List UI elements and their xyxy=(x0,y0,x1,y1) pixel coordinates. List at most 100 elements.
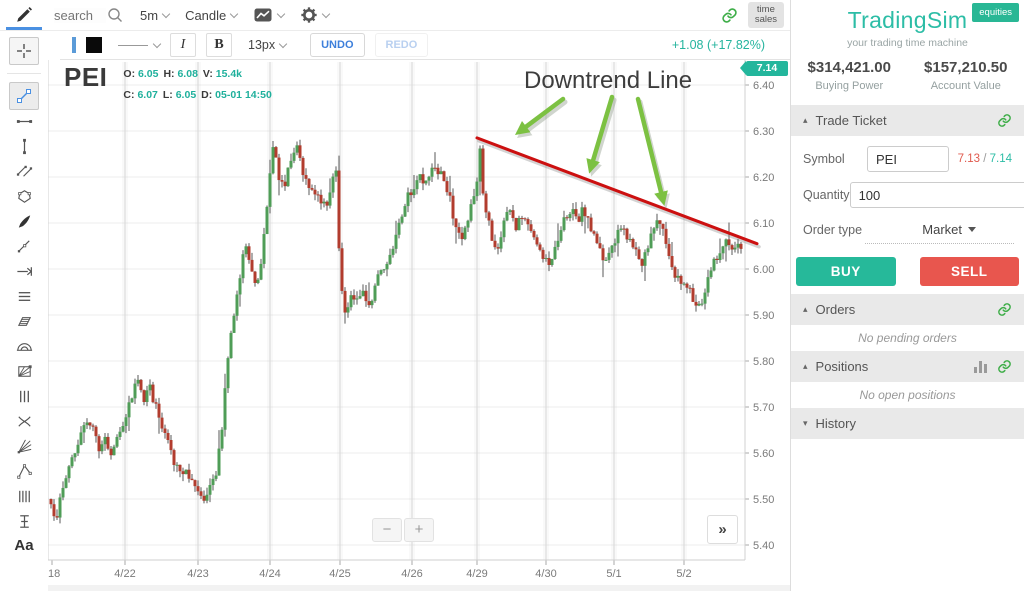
open-label: O: xyxy=(123,68,136,80)
chart-pane: 6.40 6.30 6.20 6.10 6.00 5.90 5.80 5.70 5.60 5.50… xyxy=(0,0,790,591)
format-toolbar: I B 13px UNDO REDO +1.08 (+17.82%) xyxy=(60,31,790,60)
text-tool[interactable]: Aa xyxy=(14,537,34,554)
timeframe-value: 5m xyxy=(140,7,159,23)
price-chart[interactable]: 6.40 6.30 6.20 6.10 6.00 5.90 5.80 5.70 5.60 5.50… xyxy=(0,0,790,591)
svg-text:6.10: 6.10 xyxy=(753,218,774,230)
history-header[interactable]: ▾ History xyxy=(791,408,1024,439)
search-input[interactable] xyxy=(54,7,106,23)
toolbar-right: time sales xyxy=(721,2,790,28)
fib-retracement-tool[interactable] xyxy=(15,310,34,333)
gann-fan-tool[interactable] xyxy=(15,435,34,458)
ray-icon xyxy=(17,240,30,253)
arc-fan-icon xyxy=(16,343,32,351)
expand-panel-button[interactable]: » xyxy=(707,515,738,544)
brand-header: TradingSim your trading time machine xyxy=(791,0,1024,49)
positions-title: Positions xyxy=(815,359,869,374)
chart-type-dropdown[interactable]: Candle xyxy=(185,7,239,23)
arc-fan-tool[interactable] xyxy=(15,335,34,358)
indicators-dropdown[interactable] xyxy=(253,5,286,25)
orders-header[interactable]: ▴ Orders xyxy=(791,294,1024,325)
price-range-tool[interactable] xyxy=(15,510,34,533)
current-price-badge: 7.14 xyxy=(740,61,788,76)
polygon-icon xyxy=(17,190,31,203)
svg-text:4/29: 4/29 xyxy=(466,568,487,580)
time-sales-button[interactable]: time sales xyxy=(747,2,784,28)
draw-tab-button[interactable] xyxy=(0,0,48,30)
parallel-lines-icon xyxy=(16,165,32,177)
redo-button[interactable]: REDO xyxy=(374,33,429,57)
svg-text:5/1: 5/1 xyxy=(606,568,621,580)
date-value: 05-01 14:50 xyxy=(215,89,272,101)
order-type-dropdown[interactable]: Market xyxy=(922,222,976,237)
undo-button[interactable]: UNDO xyxy=(310,33,365,57)
extended-line-icon xyxy=(16,267,32,276)
link-icon[interactable] xyxy=(721,7,738,24)
vertical-segment-tool[interactable] xyxy=(15,135,34,158)
bar-chart-icon[interactable] xyxy=(974,360,987,373)
extended-line-tool[interactable] xyxy=(15,260,34,283)
parallel-lines-tool[interactable] xyxy=(15,160,34,183)
cursor-color-bar xyxy=(72,37,76,53)
svg-text:5/2: 5/2 xyxy=(676,568,691,580)
timeframe-dropdown[interactable]: 5m xyxy=(140,7,171,23)
svg-text:18: 18 xyxy=(48,568,60,580)
vertical-lines-3-icon xyxy=(19,390,29,403)
trend-line-tool[interactable] xyxy=(9,82,39,110)
history-title: History xyxy=(815,416,856,431)
link-icon[interactable] xyxy=(997,359,1012,374)
downtrend-annotation: Downtrend Line xyxy=(524,67,693,94)
settings-dropdown[interactable] xyxy=(300,6,331,24)
gann-fan-icon xyxy=(17,439,31,454)
horizontal-lines-3-tool[interactable] xyxy=(15,285,34,308)
pitchfork-tool[interactable] xyxy=(15,460,34,483)
horizontal-segment-tool[interactable] xyxy=(15,110,34,133)
account-value-value: $157,210.50 xyxy=(924,59,1008,76)
vertical-lines-4-tool[interactable] xyxy=(15,485,34,508)
italic-button[interactable]: I xyxy=(170,33,196,57)
quantity-input[interactable] xyxy=(849,182,1024,208)
search-box[interactable] xyxy=(54,6,124,24)
low-value: 6.05 xyxy=(175,89,197,101)
brush-tool[interactable] xyxy=(15,210,34,233)
cross-curves-tool[interactable] xyxy=(15,410,34,433)
crosshair-tool[interactable] xyxy=(9,37,39,65)
svg-text:5.80: 5.80 xyxy=(753,356,774,368)
search-icon[interactable] xyxy=(106,6,124,24)
color-swatch[interactable] xyxy=(86,37,102,53)
sell-button[interactable]: SELL xyxy=(919,257,1019,286)
ray-tool[interactable] xyxy=(15,235,34,258)
buy-button[interactable]: BUY xyxy=(796,257,896,286)
order-type-value: Market xyxy=(922,222,962,237)
vertical-segment-icon xyxy=(22,138,26,155)
svg-text:5.40: 5.40 xyxy=(753,540,774,552)
gear-icon xyxy=(301,7,317,23)
crosshair-icon xyxy=(17,44,31,58)
svg-text:5.90: 5.90 xyxy=(753,310,774,322)
active-tab-indicator xyxy=(6,27,42,30)
equities-badge[interactable]: equities xyxy=(972,3,1019,22)
link-icon[interactable] xyxy=(997,302,1012,317)
vertical-lines-3-tool[interactable] xyxy=(15,385,34,408)
bold-button[interactable]: B xyxy=(206,33,232,57)
link-icon[interactable] xyxy=(997,113,1012,128)
polygon-tool[interactable] xyxy=(15,185,34,208)
gann-box-tool[interactable] xyxy=(15,360,34,383)
font-size-dropdown[interactable]: 13px xyxy=(248,38,288,52)
pitchfork-icon xyxy=(16,464,32,479)
main-toolbar: 5m Candle xyxy=(0,0,790,31)
cross-curves-icon xyxy=(17,416,31,427)
zoom-in-button[interactable]: + xyxy=(404,518,434,542)
line-style-dropdown[interactable] xyxy=(118,39,162,48)
svg-text:6.00: 6.00 xyxy=(753,264,774,276)
account-value: $157,210.50 Account Value xyxy=(908,59,1024,92)
positions-header[interactable]: ▴ Positions xyxy=(791,351,1024,382)
zoom-out-button[interactable]: − xyxy=(372,518,402,542)
symbol-input[interactable] xyxy=(867,146,949,172)
bid-ask-separator: / xyxy=(980,153,990,165)
trade-ticket-header[interactable]: ▴ Trade Ticket xyxy=(791,105,1024,136)
chart-type-value: Candle xyxy=(185,7,227,23)
chevron-down-icon xyxy=(152,39,162,48)
order-type-underline xyxy=(865,243,1014,244)
svg-text:4/23: 4/23 xyxy=(187,568,208,580)
